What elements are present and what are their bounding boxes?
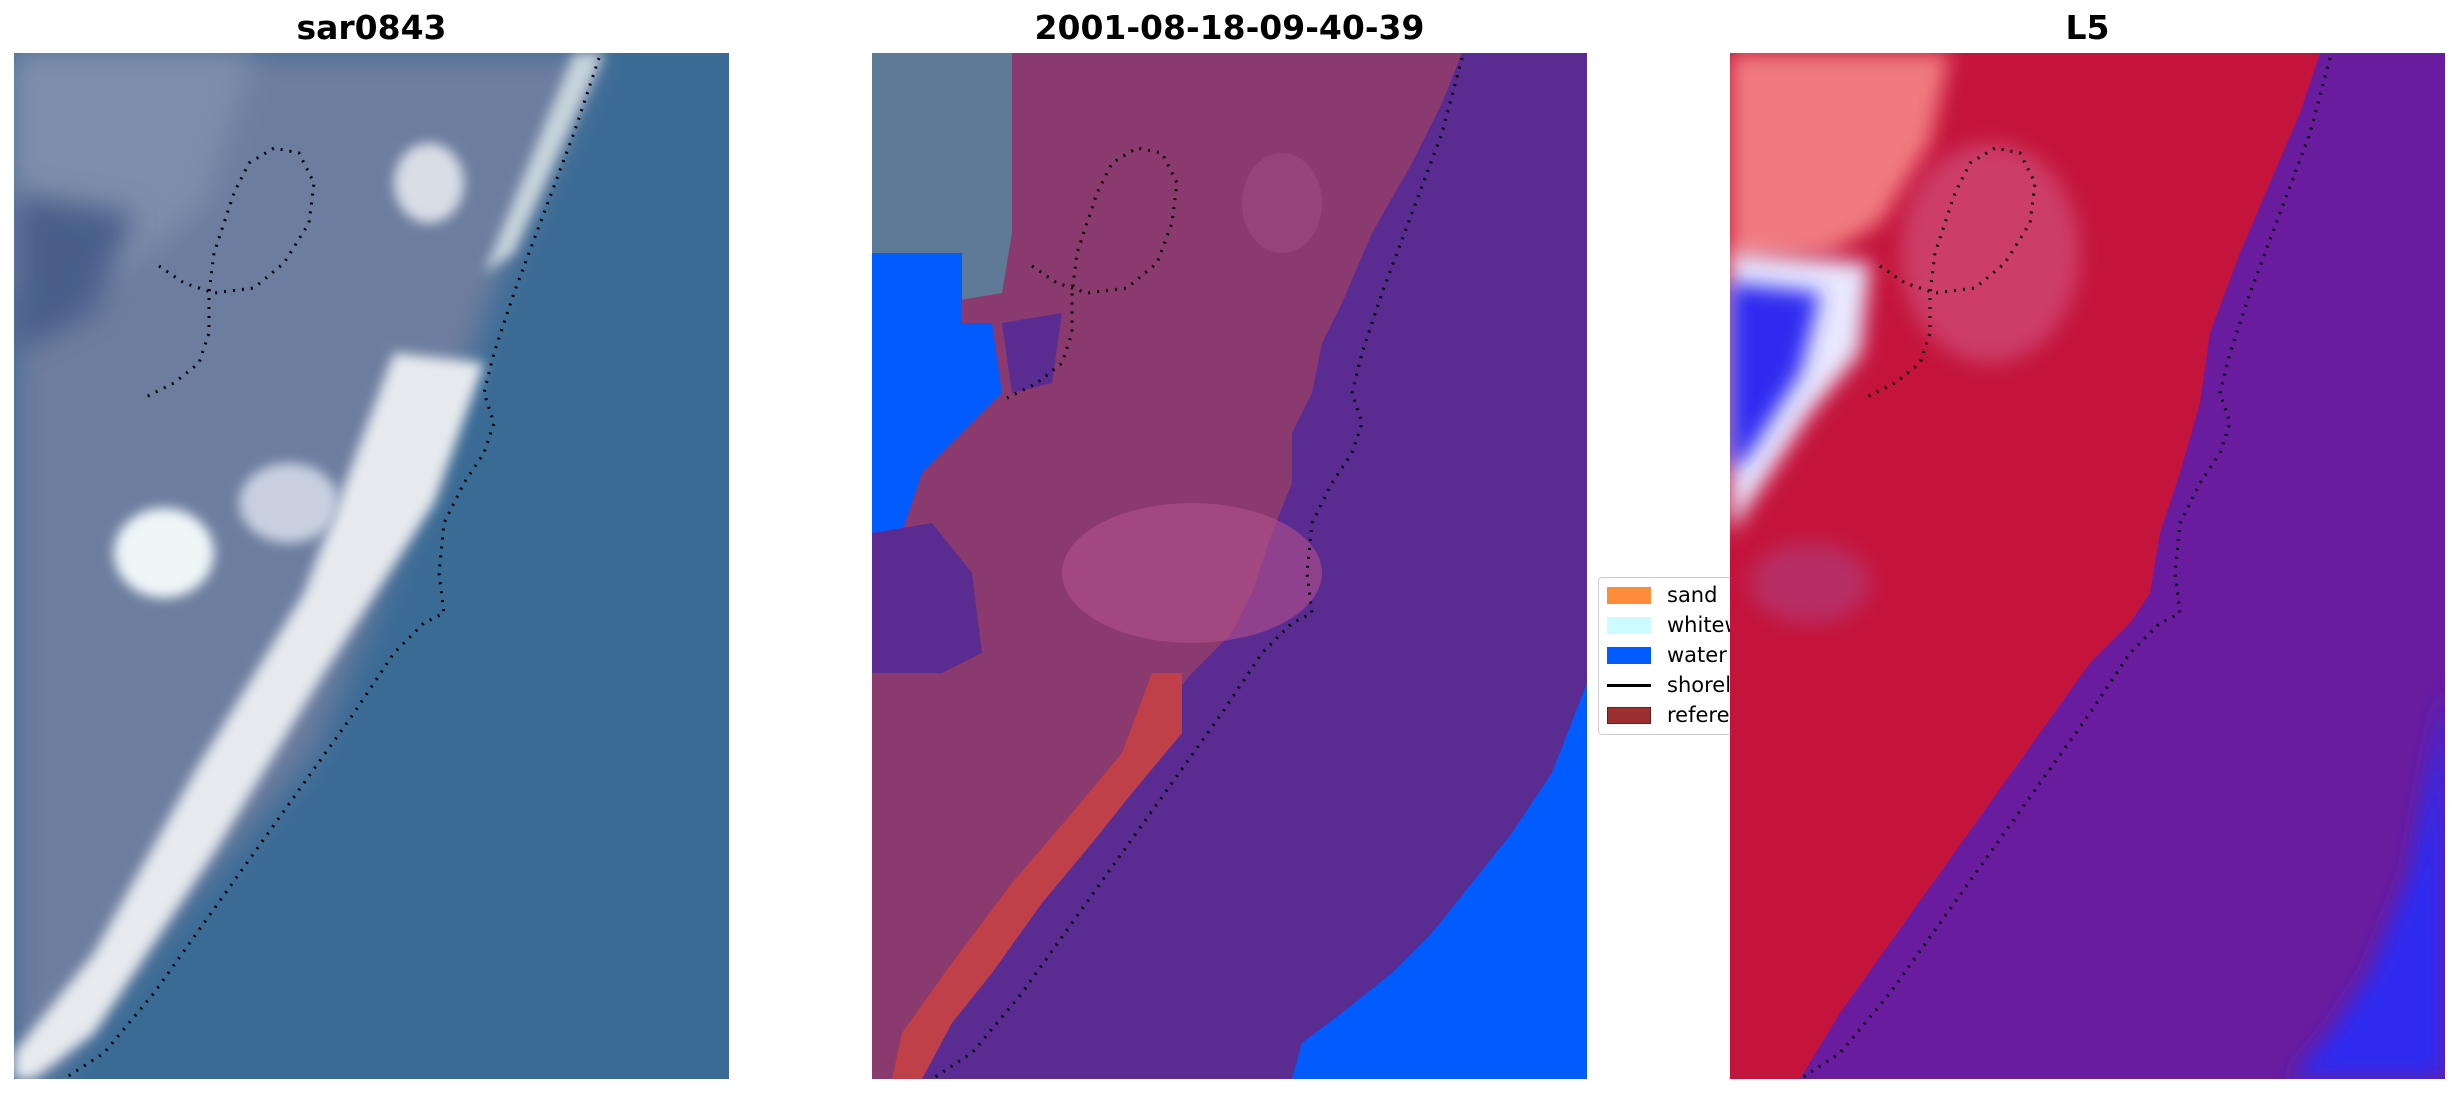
rgb-image-panel [14,53,729,1079]
index-image [1730,53,2445,1079]
whitewater-swatch [1607,616,1651,634]
rgb-image [14,53,729,1079]
surf-strip-top [484,53,604,273]
index-panel [1730,53,2445,1079]
land-index [1730,53,2320,1079]
land-highlight [1062,503,1322,643]
legend-item-water: water [1607,643,1731,667]
land-area [14,53,604,1079]
bright-patch [239,463,339,543]
land-dark-area [14,193,134,353]
surf-zone [14,353,484,1079]
panel-title-index: L5 [2065,8,2110,47]
water-class-offshore [1292,683,1587,1079]
legend-item-reference: reference [1607,703,1731,727]
reference-swatch [1607,706,1651,724]
grey-region [872,53,1012,313]
pink-highlight [1750,543,1870,623]
classified-image [872,53,1587,1079]
water-swatch [1607,646,1651,664]
water-class [872,253,1002,553]
legend-label: sand [1667,583,1718,607]
legend-label: shoreline [1667,673,1732,697]
pink-highlight [1900,143,2080,363]
ocean-class-patch [872,523,982,673]
legend-item-sand: sand [1607,583,1731,607]
legend-item-shoreline: shoreline [1607,673,1732,697]
pink-region [1730,53,1950,263]
land-highlight [1242,153,1322,253]
blue-region [1730,283,1820,473]
shoreline [63,57,601,1079]
legend-label: water [1667,643,1727,667]
shoreline-line-swatch [1607,683,1651,687]
ocean-class-patch [1002,313,1062,393]
bright-patch [114,508,214,598]
panel-title-rgb: sar0843 [296,8,447,47]
classified-panel [872,53,1587,1079]
legend-label: reference [1667,703,1731,727]
reference-class [892,673,1182,1079]
blue-offshore [2290,683,2445,1079]
panel-title-classified: 2001-08-18-09-40-39 [1034,8,1425,47]
reference-contour [1006,146,1179,400]
bright-patch [394,143,464,223]
sand-swatch [1607,586,1651,604]
